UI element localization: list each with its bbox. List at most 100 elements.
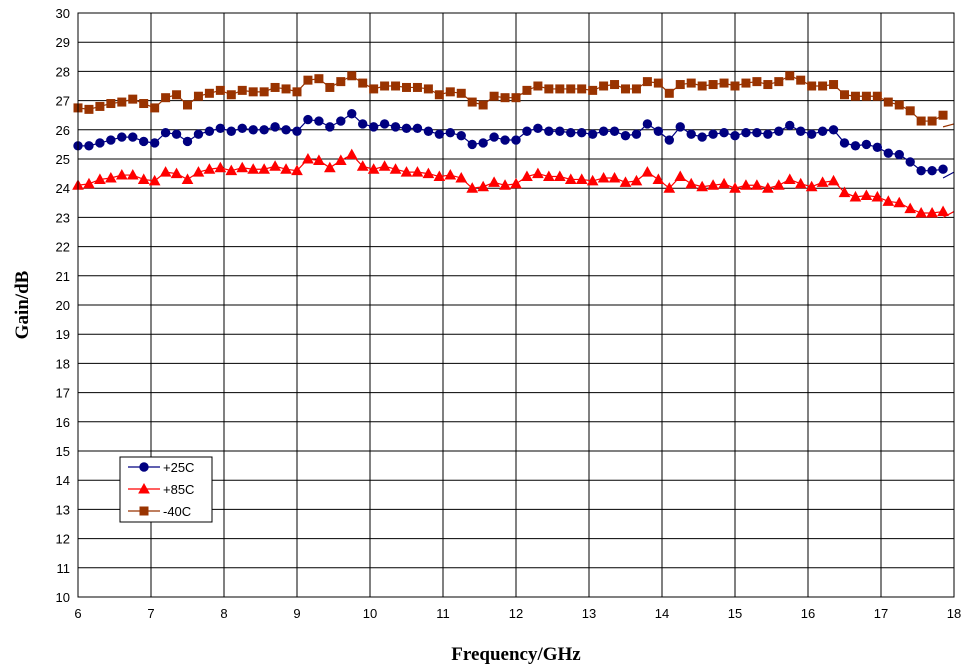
data-point: [303, 75, 313, 85]
legend: +25C +85C -40C: [119, 456, 213, 523]
data-point: [456, 130, 466, 141]
data-point: [740, 179, 752, 190]
data-point: [522, 126, 532, 136]
data-point: [203, 163, 216, 174]
data-point: [621, 84, 630, 94]
data-point: [927, 116, 937, 126]
data-point: [938, 110, 948, 120]
data-point: [237, 123, 247, 134]
data-point: [215, 123, 226, 134]
x-axis-title: Frequency/GHz: [451, 644, 581, 665]
data-point: [148, 174, 161, 186]
data-point: [467, 97, 477, 107]
data-point: [785, 120, 795, 131]
y-tick-label: 21: [56, 269, 70, 284]
data-point: [904, 202, 917, 214]
data-point: [861, 139, 872, 150]
data-point: [193, 91, 203, 101]
y-tick-label: 16: [56, 415, 70, 430]
data-point: [872, 142, 883, 153]
data-point: [796, 126, 806, 136]
data-point: [139, 136, 149, 147]
data-point: [149, 138, 160, 148]
data-point: [598, 126, 609, 136]
data-point: [566, 128, 576, 138]
data-point: [916, 165, 926, 176]
data-point: [84, 104, 94, 114]
data-point: [226, 126, 237, 136]
x-tick-label: 13: [582, 606, 596, 621]
data-point: [225, 164, 238, 176]
x-tick-label: 16: [801, 606, 815, 621]
data-point: [533, 81, 543, 91]
data-point: [686, 78, 696, 88]
data-point: [850, 91, 860, 101]
data-point: [620, 130, 631, 141]
data-point: [696, 180, 708, 192]
data-point: [631, 129, 642, 139]
y-tick-label: 23: [56, 210, 70, 225]
data-point: [259, 125, 269, 135]
data-point: [829, 80, 839, 90]
series-line-tail: [942, 211, 955, 218]
data-point: [117, 97, 127, 107]
data-point: [258, 163, 270, 174]
data-point: [697, 81, 707, 91]
y-tick-label: 29: [56, 35, 70, 50]
data-point: [171, 129, 182, 139]
data-point: [686, 129, 696, 139]
data-point: [236, 161, 249, 173]
data-point: [423, 126, 434, 136]
data-point: [763, 80, 773, 90]
data-point: [511, 135, 521, 145]
data-point: [577, 84, 587, 94]
data-point: [796, 75, 806, 85]
data-point: [674, 170, 687, 182]
data-point: [422, 167, 435, 179]
data-point: [215, 85, 225, 95]
data-point: [685, 177, 698, 189]
data-point: [358, 119, 368, 129]
data-point: [161, 93, 171, 103]
data-point: [597, 171, 610, 183]
data-point: [849, 190, 862, 202]
data-point: [774, 126, 784, 136]
data-point: [653, 78, 663, 88]
x-tick-label: 11: [436, 606, 450, 621]
data-point: [588, 85, 598, 95]
data-point: [412, 123, 423, 134]
data-point: [248, 87, 258, 97]
data-point: [478, 138, 488, 148]
data-point: [214, 161, 227, 173]
data-point: [894, 100, 904, 110]
data-point: [708, 129, 718, 139]
data-point: [555, 126, 565, 136]
data-point: [270, 82, 280, 92]
series-3: [73, 71, 955, 128]
data-point: [313, 154, 325, 165]
y-tick-label: 10: [56, 590, 70, 605]
y-tick-labels: 10 11 12 13 14 15 16 17 18 19 20 21 22 23 24 25 26 27 28 29…: [56, 6, 70, 605]
data-point: [423, 84, 433, 94]
data-point: [478, 100, 488, 110]
x-tick-label: 18: [947, 606, 961, 621]
data-point: [794, 177, 807, 189]
y-tick-label: 17: [56, 386, 70, 401]
y-tick-label: 11: [57, 561, 71, 576]
data-point: [391, 81, 401, 91]
data-point: [445, 87, 455, 97]
data-point: [664, 88, 674, 98]
data-point: [609, 126, 620, 136]
data-point: [347, 109, 357, 119]
data-point: [356, 160, 369, 171]
data-point: [314, 116, 324, 126]
data-point: [281, 125, 291, 135]
data-point: [259, 87, 269, 97]
data-point: [325, 122, 335, 132]
data-point: [204, 126, 215, 136]
data-point: [772, 179, 785, 190]
data-point: [522, 85, 532, 95]
data-point: [477, 180, 489, 192]
data-point: [510, 177, 522, 189]
data-point: [783, 173, 796, 184]
